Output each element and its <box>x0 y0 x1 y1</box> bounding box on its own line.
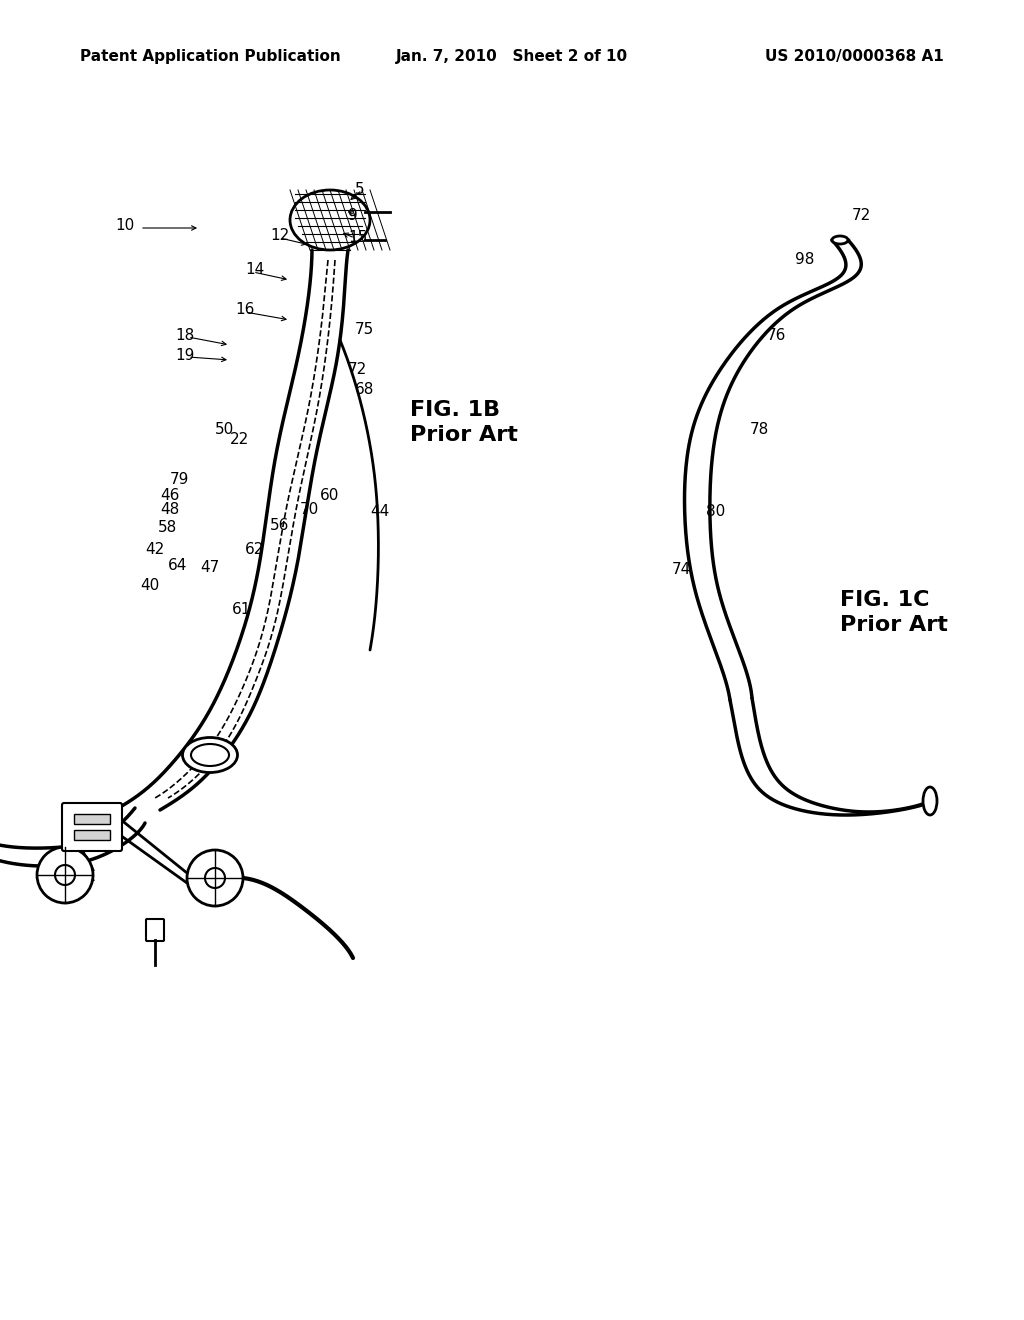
Text: 12: 12 <box>270 227 289 243</box>
Ellipse shape <box>290 190 370 249</box>
Text: 76: 76 <box>767 327 786 342</box>
Text: 40: 40 <box>140 578 160 593</box>
Text: 15: 15 <box>348 231 368 246</box>
Bar <box>74 830 110 840</box>
Circle shape <box>37 847 93 903</box>
Text: 46: 46 <box>160 487 179 503</box>
Ellipse shape <box>191 744 229 766</box>
Text: 9: 9 <box>348 207 357 223</box>
Ellipse shape <box>831 236 848 244</box>
Text: 75: 75 <box>355 322 374 338</box>
FancyBboxPatch shape <box>146 919 164 941</box>
Ellipse shape <box>182 738 238 772</box>
Text: 72: 72 <box>852 207 871 223</box>
Text: 78: 78 <box>750 422 769 437</box>
Bar <box>74 814 110 824</box>
Text: 58: 58 <box>158 520 177 536</box>
Text: Patent Application Publication: Patent Application Publication <box>80 49 341 65</box>
Text: 5: 5 <box>355 182 365 198</box>
Text: 42: 42 <box>145 543 164 557</box>
Text: FIG. 1B: FIG. 1B <box>410 400 500 420</box>
Circle shape <box>205 869 225 888</box>
Text: 61: 61 <box>232 602 251 618</box>
Text: 22: 22 <box>230 433 249 447</box>
Text: Prior Art: Prior Art <box>410 425 518 445</box>
Text: 79: 79 <box>170 473 189 487</box>
Text: Jan. 7, 2010   Sheet 2 of 10: Jan. 7, 2010 Sheet 2 of 10 <box>396 49 628 65</box>
Text: 16: 16 <box>234 302 254 318</box>
FancyBboxPatch shape <box>62 803 122 851</box>
Text: 68: 68 <box>355 383 375 397</box>
Text: 72: 72 <box>348 363 368 378</box>
Text: 18: 18 <box>175 327 195 342</box>
Text: 19: 19 <box>175 347 195 363</box>
Text: 50: 50 <box>215 422 234 437</box>
Circle shape <box>55 865 75 884</box>
Text: 14: 14 <box>245 263 264 277</box>
Text: 74: 74 <box>672 562 691 578</box>
Text: US 2010/0000368 A1: US 2010/0000368 A1 <box>765 49 944 65</box>
Text: 56: 56 <box>270 517 290 532</box>
Text: 60: 60 <box>319 487 339 503</box>
Text: 64: 64 <box>168 557 187 573</box>
Text: FIG. 1C: FIG. 1C <box>840 590 930 610</box>
Text: 62: 62 <box>245 543 264 557</box>
Text: 47: 47 <box>200 561 219 576</box>
Text: 70: 70 <box>300 503 319 517</box>
Circle shape <box>187 850 243 906</box>
Text: Prior Art: Prior Art <box>840 615 948 635</box>
Ellipse shape <box>923 787 937 814</box>
Text: 10: 10 <box>115 218 134 232</box>
Text: 44: 44 <box>370 504 389 520</box>
Text: 48: 48 <box>160 503 179 517</box>
Text: 98: 98 <box>795 252 814 268</box>
Text: 80: 80 <box>706 504 725 520</box>
